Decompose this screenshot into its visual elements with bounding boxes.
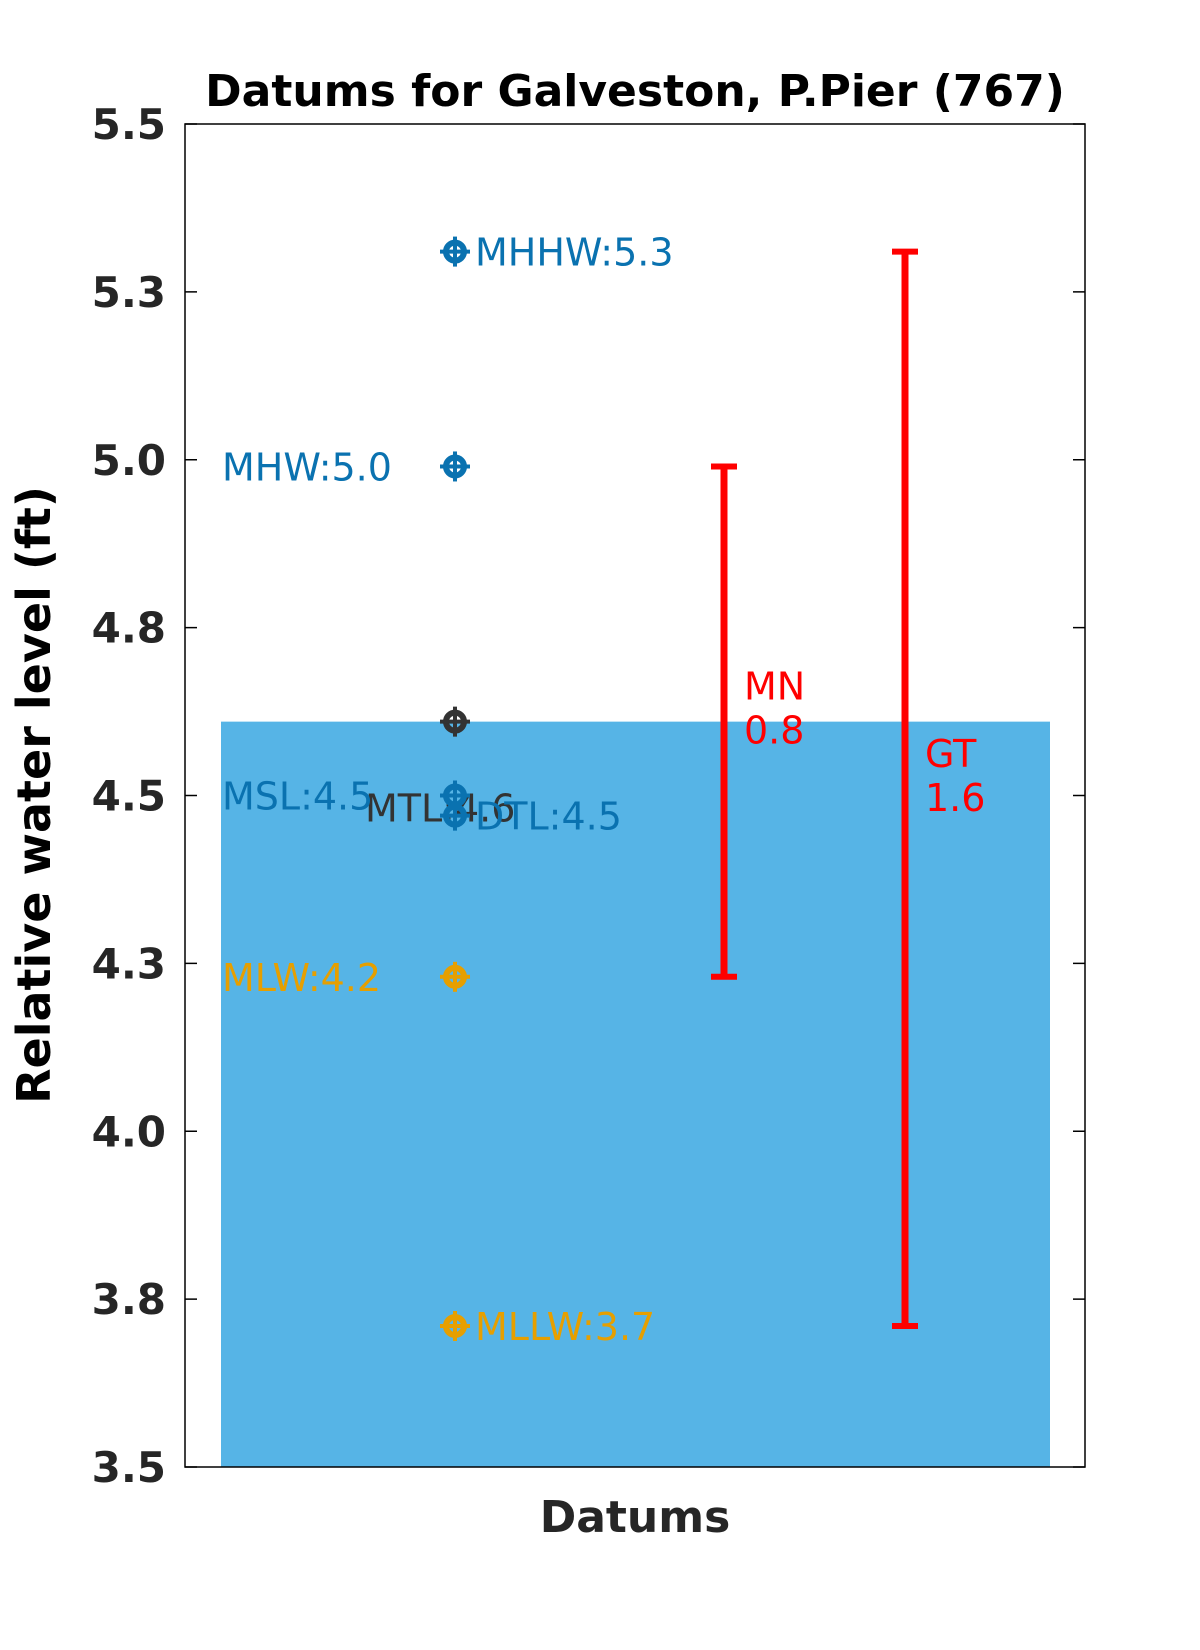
y-axis-ticks: 3.5 3.8 4.0 4.3 4.5 4.8 5.0 5.3 5.5	[92, 100, 1085, 1492]
y-tick-label: 4.3	[92, 939, 166, 988]
y-tick-label: 5.5	[92, 100, 166, 149]
range-bars: MN0.8 GT1.6	[711, 248, 985, 1329]
datum-mhhw: MHHW:5.3	[440, 231, 674, 275]
y-tick-label: 4.8	[92, 604, 166, 653]
datum-label: DTL:4.5	[475, 795, 622, 839]
range-gt: GT1.6	[892, 248, 985, 1329]
datum-bar	[221, 721, 1050, 1467]
datum-mllw: MLLW:3.7	[440, 1305, 655, 1349]
datum-dtl: DTL:4.5	[440, 795, 622, 839]
datum-label: MLW:4.2	[222, 956, 381, 1000]
chart-title: Datums for Galveston, P.Pier (767)	[205, 66, 1065, 117]
datum-label: MHHW:5.3	[475, 231, 674, 275]
datum-mhw: MHW:5.0	[222, 445, 470, 489]
datum-label: MLLW:3.7	[475, 1305, 655, 1349]
datum-label: MSL:4.5	[222, 775, 373, 819]
range-name-label: MN	[744, 665, 805, 709]
x-axis-label: Datums	[540, 1492, 731, 1543]
y-tick-label: 4.0	[92, 1107, 166, 1156]
y-tick-label: 5.0	[92, 436, 166, 485]
range-name-label: GT	[925, 732, 977, 776]
range-mn: MN0.8	[711, 463, 805, 980]
range-value-label: 1.6	[925, 776, 985, 820]
y-tick-label: 3.8	[92, 1275, 166, 1324]
y-tick-label: 4.5	[92, 772, 166, 821]
datum-msl: MSL:4.5	[222, 775, 470, 819]
plot-frame	[184, 123, 1086, 1468]
y-tick-label: 3.5	[92, 1443, 166, 1492]
datum-mlw: MLW:4.2	[222, 956, 470, 1000]
datum-label: MHW:5.0	[222, 445, 392, 489]
y-tick-label: 5.3	[92, 268, 166, 317]
y-axis-label: Relative water level (ft)	[7, 486, 61, 1104]
range-value-label: 0.8	[744, 709, 804, 753]
